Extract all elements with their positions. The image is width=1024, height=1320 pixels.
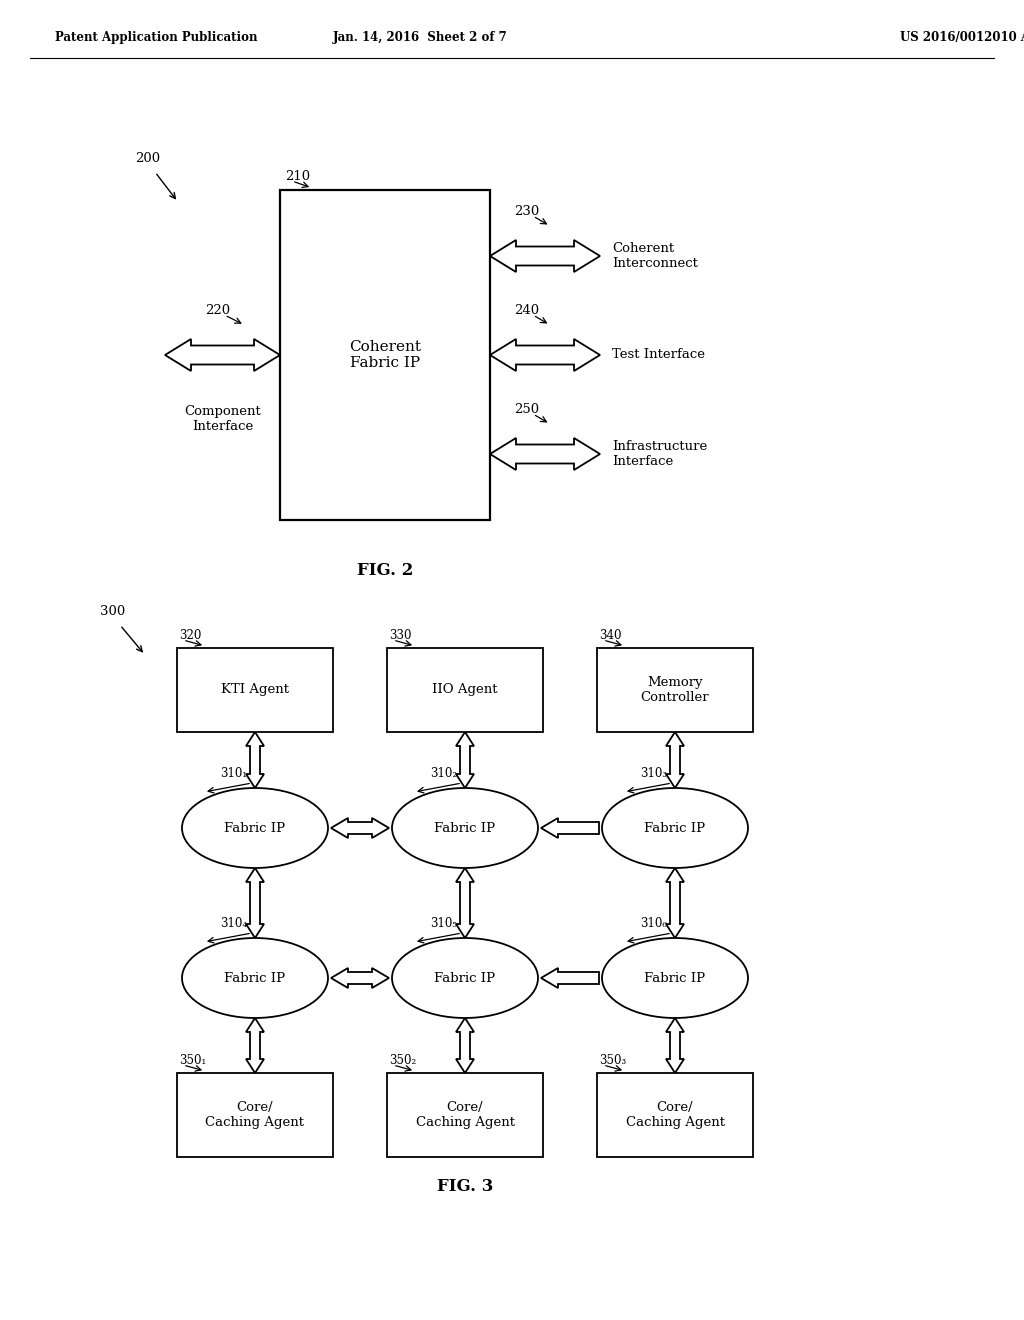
Polygon shape: [541, 968, 599, 987]
Ellipse shape: [392, 788, 538, 869]
FancyBboxPatch shape: [177, 648, 333, 733]
FancyBboxPatch shape: [280, 190, 490, 520]
Polygon shape: [490, 240, 600, 272]
Ellipse shape: [602, 939, 748, 1018]
Text: 310₅: 310₅: [430, 917, 457, 931]
Text: 250: 250: [514, 403, 540, 416]
Text: 310₃: 310₃: [640, 767, 667, 780]
Text: Fabric IP: Fabric IP: [644, 821, 706, 834]
Text: Memory
Controller: Memory Controller: [641, 676, 710, 704]
Text: 310₂: 310₂: [430, 767, 457, 780]
Text: 230: 230: [514, 205, 540, 218]
Text: 210: 210: [285, 170, 310, 183]
Text: 310₁: 310₁: [220, 767, 247, 780]
Text: Fabric IP: Fabric IP: [434, 821, 496, 834]
Polygon shape: [666, 1018, 684, 1073]
Polygon shape: [331, 968, 389, 987]
Ellipse shape: [182, 788, 328, 869]
Text: Fabric IP: Fabric IP: [224, 821, 286, 834]
Polygon shape: [246, 1018, 264, 1073]
Text: 350₃: 350₃: [599, 1053, 627, 1067]
Polygon shape: [490, 438, 600, 470]
Text: IIO Agent: IIO Agent: [432, 684, 498, 697]
Text: 310₆: 310₆: [640, 917, 667, 931]
Text: 310₄: 310₄: [220, 917, 247, 931]
Text: Core/
Caching Agent: Core/ Caching Agent: [206, 1101, 304, 1129]
Polygon shape: [246, 733, 264, 788]
Text: FIG. 3: FIG. 3: [437, 1177, 494, 1195]
Text: 350₁: 350₁: [179, 1053, 206, 1067]
Text: Fabric IP: Fabric IP: [644, 972, 706, 985]
Ellipse shape: [392, 939, 538, 1018]
Polygon shape: [490, 339, 600, 371]
Polygon shape: [165, 339, 280, 371]
Text: 220: 220: [205, 304, 230, 317]
Polygon shape: [331, 818, 389, 838]
Ellipse shape: [602, 788, 748, 869]
FancyBboxPatch shape: [387, 648, 543, 733]
FancyBboxPatch shape: [387, 1073, 543, 1158]
Text: Core/
Caching Agent: Core/ Caching Agent: [626, 1101, 725, 1129]
Text: Component
Interface: Component Interface: [184, 405, 261, 433]
Text: Coherent
Fabric IP: Coherent Fabric IP: [349, 339, 421, 370]
FancyBboxPatch shape: [177, 1073, 333, 1158]
Text: Fabric IP: Fabric IP: [434, 972, 496, 985]
Polygon shape: [541, 818, 599, 838]
Text: 340: 340: [599, 630, 622, 642]
Polygon shape: [456, 1018, 474, 1073]
Text: Test Interface: Test Interface: [612, 348, 705, 362]
Text: 240: 240: [514, 304, 540, 317]
Text: Infrastructure
Interface: Infrastructure Interface: [612, 440, 708, 469]
Text: 350₂: 350₂: [389, 1053, 416, 1067]
Text: 200: 200: [135, 152, 160, 165]
Polygon shape: [456, 869, 474, 939]
Polygon shape: [666, 869, 684, 939]
FancyBboxPatch shape: [597, 648, 753, 733]
Polygon shape: [666, 733, 684, 788]
Text: 330: 330: [389, 630, 412, 642]
Text: Fabric IP: Fabric IP: [224, 972, 286, 985]
Text: 300: 300: [100, 605, 125, 618]
Text: Coherent
Interconnect: Coherent Interconnect: [612, 242, 698, 271]
Text: US 2016/0012010 A1: US 2016/0012010 A1: [900, 32, 1024, 45]
Text: 320: 320: [179, 630, 202, 642]
Polygon shape: [246, 869, 264, 939]
FancyBboxPatch shape: [597, 1073, 753, 1158]
Text: Jan. 14, 2016  Sheet 2 of 7: Jan. 14, 2016 Sheet 2 of 7: [333, 32, 507, 45]
Text: KTI Agent: KTI Agent: [221, 684, 289, 697]
Text: FIG. 2: FIG. 2: [356, 562, 414, 579]
Text: Core/
Caching Agent: Core/ Caching Agent: [416, 1101, 514, 1129]
Ellipse shape: [182, 939, 328, 1018]
Text: Patent Application Publication: Patent Application Publication: [55, 32, 257, 45]
Polygon shape: [456, 733, 474, 788]
